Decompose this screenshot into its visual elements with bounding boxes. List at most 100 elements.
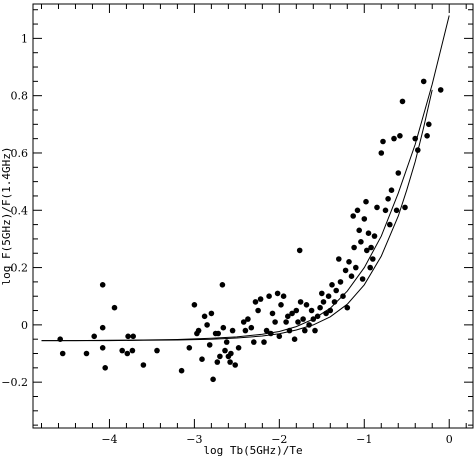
data-point (208, 310, 215, 317)
x-tick-label: −4 (101, 433, 117, 446)
data-point (393, 207, 400, 214)
data-point (191, 302, 198, 308)
data-point (201, 313, 208, 320)
data-point (312, 327, 318, 334)
data-point (222, 347, 228, 354)
data-point (368, 244, 374, 251)
data-point (154, 347, 160, 354)
data-point (342, 267, 349, 274)
data-point (214, 359, 221, 365)
data-point (119, 347, 125, 354)
data-point (336, 256, 342, 262)
data-point (204, 322, 210, 328)
data-point (102, 365, 108, 371)
data-point (370, 256, 376, 262)
data-point (378, 150, 385, 156)
data-point (57, 336, 63, 343)
data-point (300, 316, 306, 322)
data-point (251, 339, 257, 345)
data-point (351, 244, 357, 251)
data-point (333, 287, 340, 294)
data-point (228, 350, 234, 357)
data-point (380, 138, 386, 145)
data-point (374, 204, 380, 211)
data-point (261, 339, 267, 345)
data-point (206, 342, 213, 348)
data-point (348, 273, 355, 280)
data-point (276, 333, 283, 340)
data-point (199, 356, 205, 363)
data-point (274, 290, 281, 297)
data-point (361, 216, 368, 222)
data-point (297, 299, 304, 305)
x-tick-label: 0 (446, 433, 453, 446)
data-point (437, 87, 444, 93)
data-point (319, 290, 325, 297)
data-point (59, 350, 66, 357)
data-point (317, 304, 323, 311)
x-tick-label: −2 (271, 433, 287, 446)
data-point (395, 170, 402, 176)
data-point (248, 324, 255, 331)
model-curve-2 (41, 89, 433, 342)
data-point (354, 207, 361, 214)
y-tick-label: 0 (21, 319, 28, 332)
data-point (397, 133, 403, 139)
data-point (83, 350, 90, 357)
data-point (235, 345, 242, 351)
data-point (382, 207, 389, 214)
data-point (371, 233, 378, 239)
data-point (227, 359, 233, 365)
data-point (314, 313, 321, 320)
data-point (140, 362, 147, 368)
plot-frame (32, 3, 474, 429)
data-point (130, 333, 136, 340)
data-point (426, 121, 432, 128)
data-point (424, 133, 430, 139)
data-point (412, 135, 419, 142)
y-tick-label: 0.8 (11, 90, 29, 103)
data-point (337, 279, 344, 285)
data-point (303, 302, 310, 308)
data-point (283, 319, 289, 325)
data-point (359, 276, 366, 282)
data-point (210, 376, 216, 383)
data-point (178, 367, 185, 374)
data-point (217, 353, 223, 360)
data-point (245, 316, 251, 322)
data-point (280, 293, 287, 300)
y-tick-label: −0.2 (1, 376, 28, 389)
model-curve-1 (41, 15, 450, 342)
data-point (91, 333, 97, 340)
data-point (308, 307, 315, 314)
data-point (99, 324, 106, 331)
data-point (99, 282, 106, 288)
data-point (240, 319, 247, 325)
data-point (289, 310, 295, 317)
data-point (286, 327, 293, 334)
data-point (229, 327, 236, 334)
x-tick-label: −1 (356, 433, 372, 446)
data-point (266, 293, 272, 300)
data-point (295, 319, 301, 325)
data-point (402, 204, 408, 211)
data-point (257, 296, 264, 302)
data-point (293, 307, 300, 314)
data-point (302, 327, 308, 334)
data-point (220, 324, 227, 331)
data-point (331, 299, 338, 305)
data-point (364, 247, 370, 254)
data-point (329, 282, 335, 288)
y-tick-label: 0.6 (11, 147, 29, 160)
data-point (365, 230, 372, 236)
data-point (325, 293, 332, 300)
data-point (111, 304, 118, 311)
data-points (57, 78, 444, 383)
data-point (223, 339, 230, 345)
data-point (278, 302, 284, 308)
axis-ticks: −4 −3 −2 −1 0 −0.2 0 0.2 0.4 0.6 0.8 1 (1, 4, 473, 446)
data-point (356, 227, 363, 234)
data-point (252, 299, 259, 305)
data-point (268, 330, 274, 337)
